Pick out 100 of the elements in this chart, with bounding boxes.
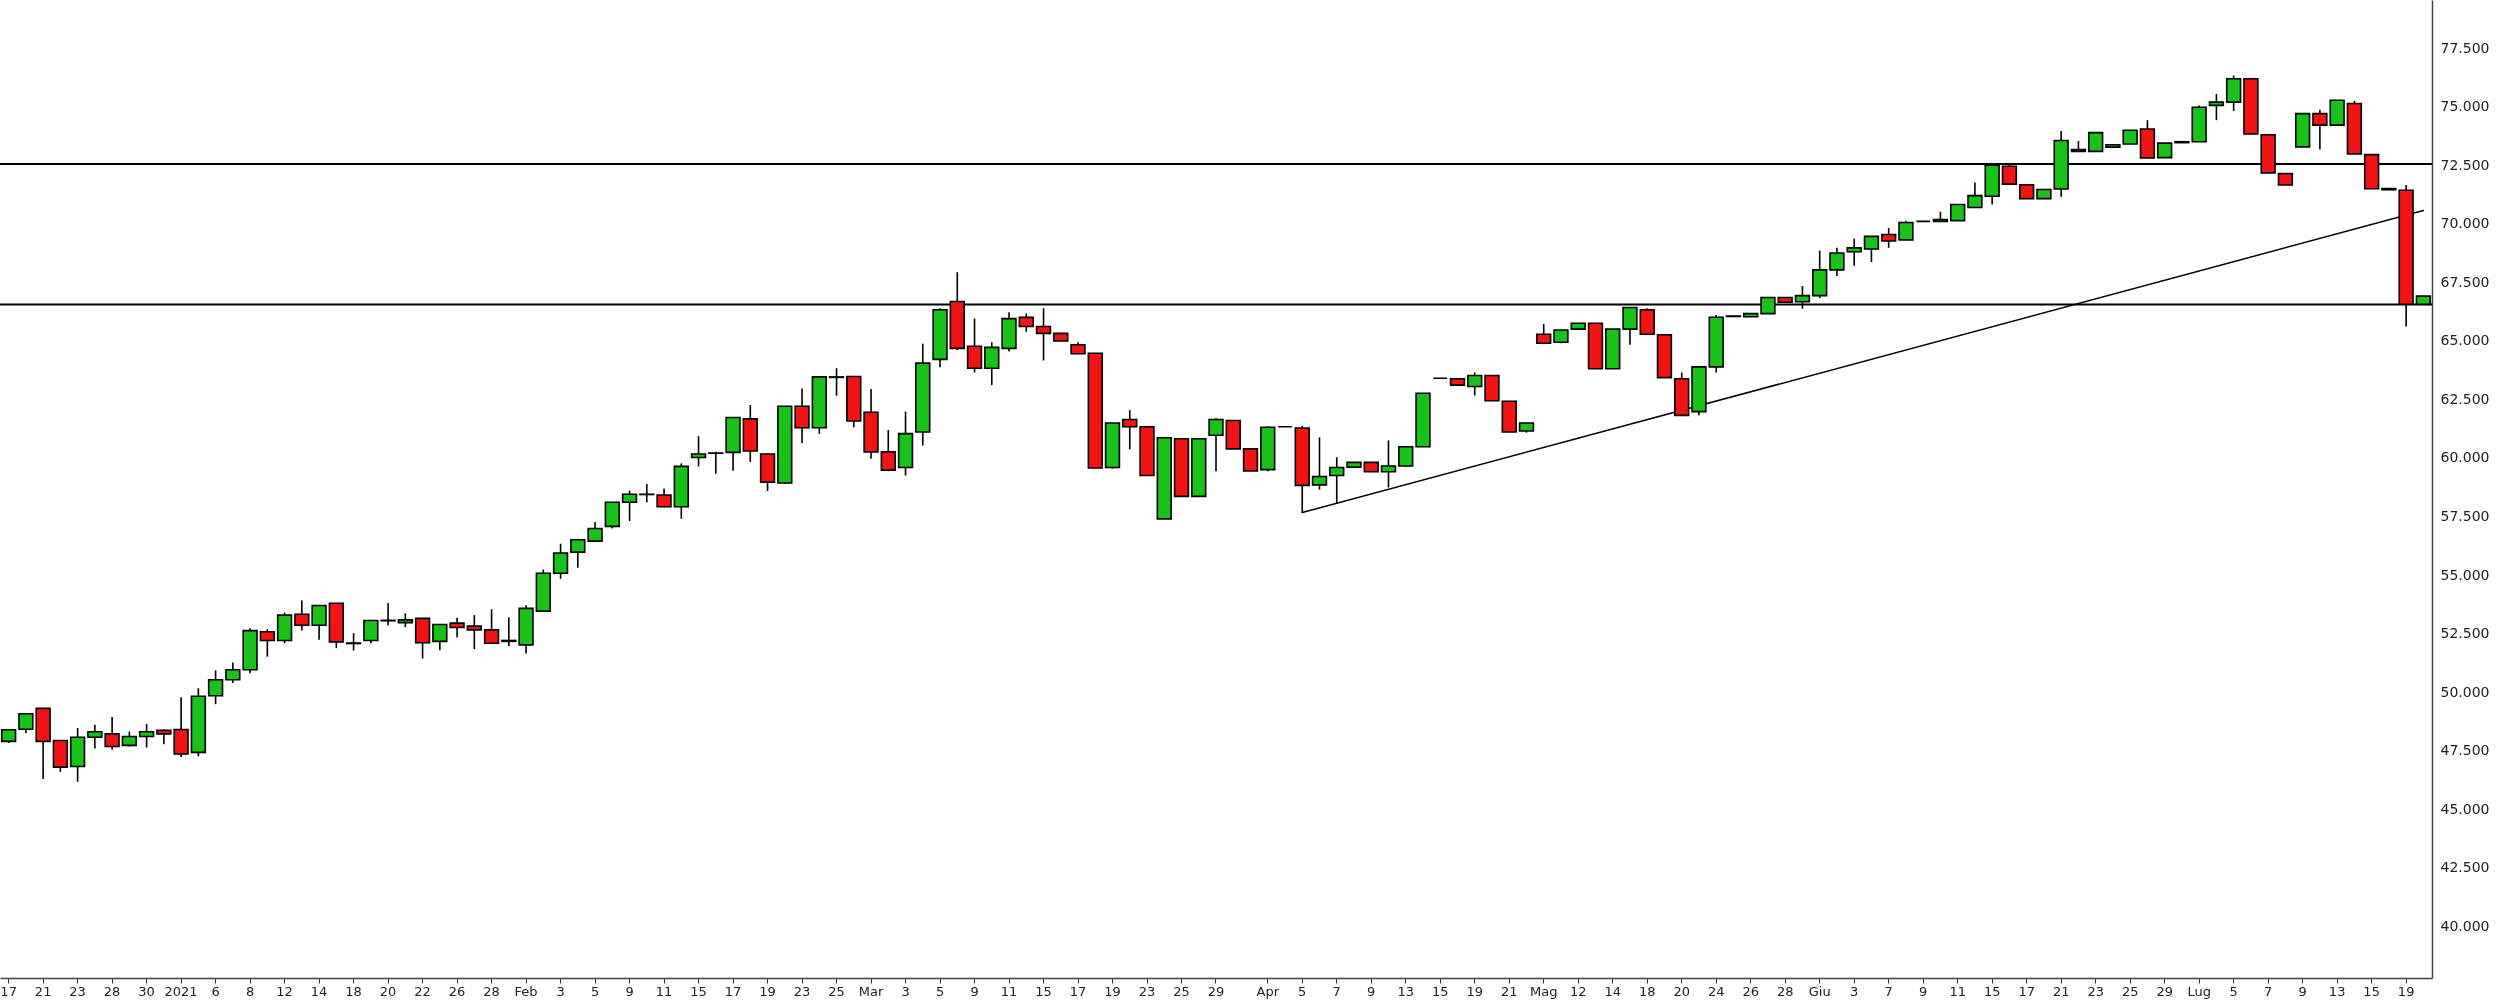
x-tick-label: 14 bbox=[310, 983, 328, 999]
candlestick bbox=[880, 429, 896, 473]
x-tick-label: 30 bbox=[138, 983, 155, 999]
x-tick-label: 8 bbox=[245, 983, 255, 999]
candlestick bbox=[1467, 371, 1483, 397]
x-tick-label: 2021 bbox=[164, 983, 198, 999]
y-tick-label: 57.500 bbox=[2440, 508, 2490, 525]
y-tick-label: 75.000 bbox=[2440, 98, 2490, 115]
candlestick bbox=[2225, 74, 2242, 112]
x-tick-label: 23 bbox=[1138, 983, 1156, 999]
y-tick-label: 70.000 bbox=[2440, 215, 2490, 232]
candlestick bbox=[1122, 409, 1138, 451]
x-tick-label: Feb bbox=[514, 983, 538, 999]
x-tick-label: 28 bbox=[103, 983, 121, 999]
y-tick-label: 62.500 bbox=[2440, 390, 2490, 407]
x-tick-label: 17 bbox=[724, 983, 742, 999]
candlestick bbox=[1242, 448, 1259, 472]
x-tick-label: 19 bbox=[1466, 983, 1483, 999]
x-tick-label: 5 bbox=[590, 983, 600, 999]
x-tick-label: 19 bbox=[759, 983, 776, 999]
candlestick bbox=[1018, 312, 1034, 333]
x-tick-label: 9 bbox=[1919, 983, 1928, 999]
candlestick bbox=[984, 341, 1000, 386]
x-tick-label: 20 bbox=[379, 983, 397, 999]
x-tick-label: 11 bbox=[1000, 983, 1018, 999]
x-tick-label: 15 bbox=[1431, 983, 1449, 999]
x-tick-label: 15 bbox=[1983, 983, 2001, 999]
candlestick bbox=[552, 542, 569, 580]
x-tick-label: 18 bbox=[345, 983, 362, 999]
candlestick bbox=[794, 387, 810, 444]
y-tick-label: 65.000 bbox=[2440, 332, 2490, 349]
candlestick bbox=[1380, 439, 1397, 489]
candlestick bbox=[1035, 307, 1052, 362]
x-tick-label: Giu bbox=[1808, 983, 1831, 999]
candlestick bbox=[2208, 93, 2225, 121]
y-tick-label: 60.000 bbox=[2440, 449, 2490, 466]
y-tick-label: 55.000 bbox=[2440, 566, 2490, 583]
candlestick bbox=[1329, 456, 1345, 504]
candlestick bbox=[828, 367, 845, 397]
y-tick-label: 42.500 bbox=[2440, 859, 2490, 876]
candlestick bbox=[138, 723, 155, 749]
x-tick-label: 29 bbox=[2156, 983, 2173, 999]
candlestick bbox=[1311, 436, 1328, 491]
x-tick-label: 11 bbox=[1949, 983, 1966, 999]
x-tick-label: 25 bbox=[2121, 983, 2139, 999]
x-tick-label: 11 bbox=[655, 983, 673, 999]
x-tick-label: 17 bbox=[2018, 983, 2035, 999]
x-tick-label: 19 bbox=[2397, 983, 2415, 999]
y-tick-label: 47.500 bbox=[2440, 742, 2490, 759]
x-tick-label: 21 bbox=[34, 983, 52, 999]
y-tick-label: 45.000 bbox=[2440, 800, 2490, 817]
candlestick bbox=[207, 669, 224, 705]
x-tick-label: Mag bbox=[1530, 983, 1558, 999]
candlestick bbox=[2087, 131, 2104, 153]
x-tick-label: 15 bbox=[1035, 983, 1052, 999]
x-tick-label: 5 bbox=[2229, 983, 2238, 999]
x-tick-label: 7 bbox=[1884, 983, 1893, 999]
candlestick bbox=[1536, 323, 1552, 344]
x-tick-label: 13 bbox=[2328, 983, 2346, 999]
x-tick-label: Lug bbox=[2187, 983, 2211, 999]
x-tick-label: 17 bbox=[0, 983, 17, 999]
x-tick-label: 9 bbox=[2298, 983, 2307, 999]
x-tick-label: 23 bbox=[793, 983, 811, 999]
candlestick bbox=[1863, 235, 1880, 263]
x-tick-label: 23 bbox=[69, 983, 86, 999]
y-tick-label: 52.500 bbox=[2440, 625, 2490, 642]
x-tick-label: 20 bbox=[1673, 983, 1690, 999]
x-tick-label: Apr bbox=[1256, 983, 1280, 999]
x-tick-label: 25 bbox=[828, 983, 845, 999]
x-tick-label: 12 bbox=[1569, 983, 1587, 999]
x-tick-label: 5 bbox=[935, 983, 945, 999]
x-tick-label: 7 bbox=[2264, 983, 2273, 999]
x-tick-label: 29 bbox=[1207, 983, 1225, 999]
x-tick-label: 21 bbox=[1500, 983, 1518, 999]
y-tick-label: 77.500 bbox=[2440, 39, 2490, 56]
x-tick-label: 25 bbox=[1173, 983, 1190, 999]
x-tick-label: 9 bbox=[1367, 983, 1376, 999]
x-tick-label: 15 bbox=[2363, 983, 2380, 999]
candlestick bbox=[1208, 417, 1224, 473]
candlestick bbox=[690, 435, 707, 468]
candlestick bbox=[966, 317, 983, 374]
x-tick-label: 18 bbox=[1638, 983, 1656, 999]
x-tick-label: 7 bbox=[1332, 983, 1341, 999]
x-tick-label: 9 bbox=[970, 983, 979, 999]
x-tick-label: 14 bbox=[1604, 983, 1621, 999]
x-tick-label: 13 bbox=[1397, 983, 1414, 999]
x-tick-label: 28 bbox=[1776, 983, 1794, 999]
x-tick-label: 6 bbox=[211, 983, 220, 999]
candlestick bbox=[1880, 227, 1897, 249]
x-tick-label: 17 bbox=[1069, 983, 1087, 999]
x-tick-label: 9 bbox=[625, 983, 634, 999]
x-tick-label: 19 bbox=[1104, 983, 1121, 999]
y-tick-label: 40.000 bbox=[2440, 917, 2490, 934]
x-tick-label: 15 bbox=[690, 983, 707, 999]
x-tick-label: 21 bbox=[2052, 983, 2070, 999]
x-tick-label: 12 bbox=[276, 983, 293, 999]
x-tick-label: 5 bbox=[1298, 983, 1307, 999]
y-tick-label: 50.000 bbox=[2440, 683, 2490, 700]
y-tick-label: 67.500 bbox=[2440, 273, 2490, 290]
x-tick-label: 28 bbox=[483, 983, 500, 999]
